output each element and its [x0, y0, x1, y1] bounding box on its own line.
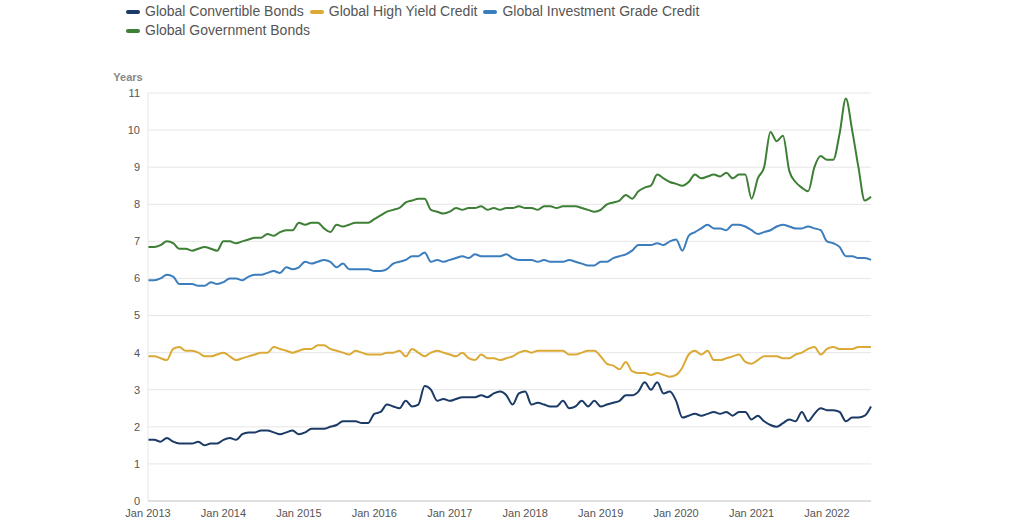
svg-text:Jan 2016: Jan 2016: [352, 507, 397, 519]
svg-text:Jan 2019: Jan 2019: [578, 507, 623, 519]
svg-text:6: 6: [134, 272, 140, 284]
svg-text:8: 8: [134, 198, 140, 210]
svg-text:11: 11: [129, 87, 140, 99]
svg-text:10: 10: [128, 124, 140, 136]
svg-text:Jan 2018: Jan 2018: [503, 507, 548, 519]
svg-text:4: 4: [134, 347, 140, 359]
svg-text:0: 0: [134, 495, 140, 507]
html-text:Global Investment Grade Credit: Global Investment Grade Credit: [502, 3, 700, 19]
svg-text:Jan 2013: Jan 2013: [125, 507, 170, 519]
svg-text:9: 9: [134, 161, 140, 173]
html-text:Global Government Bonds: Global Government Bonds: [145, 22, 310, 38]
html-text:Global Convertible Bonds: Global Convertible Bonds: [145, 3, 304, 19]
svg-text:Jan 2017: Jan 2017: [427, 507, 472, 519]
svg-text:Jan 2022: Jan 2022: [804, 507, 849, 519]
svg-text:Jan 2021: Jan 2021: [729, 507, 774, 519]
svg-text:Jan 2020: Jan 2020: [653, 507, 698, 519]
svg-text:Jan 2015: Jan 2015: [276, 507, 321, 519]
svg-text:Jan 2014: Jan 2014: [201, 507, 246, 519]
svg-text:Years: Years: [113, 71, 142, 83]
svg-text:7: 7: [134, 235, 140, 247]
svg-text:5: 5: [134, 309, 140, 321]
svg-text:3: 3: [134, 384, 140, 396]
html-text:Global High Yield Credit: Global High Yield Credit: [328, 3, 478, 19]
svg-text:1: 1: [134, 458, 140, 470]
svg-text:2: 2: [134, 421, 140, 433]
